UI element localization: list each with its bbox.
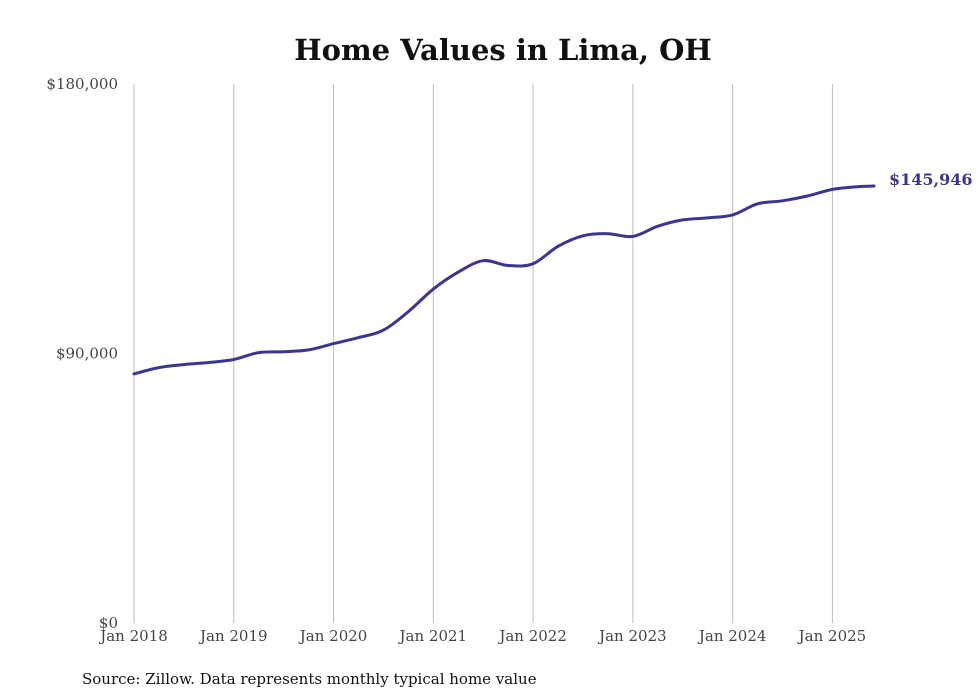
x-tick-label: Jan 2025 <box>797 627 867 645</box>
x-tick-label: Jan 2019 <box>198 627 268 645</box>
x-axis-ticks: Jan 2018 Jan 2019 Jan 2020 Jan 2021 Jan 2022… <box>98 627 866 645</box>
series-layer <box>132 184 876 376</box>
source-note: Source: Zillow. Data represents monthly … <box>82 670 537 688</box>
x-tick-label: Jan 2020 <box>298 627 368 645</box>
x-tick-label: Jan 2024 <box>697 627 767 645</box>
home-value-line <box>132 184 876 376</box>
y-tick-label: $90,000 <box>56 345 118 363</box>
x-tick-label: Jan 2021 <box>398 627 468 645</box>
end-value-label: $145,946 <box>889 170 973 189</box>
x-tick-label: Jan 2018 <box>98 627 168 645</box>
x-tick-label: Jan 2023 <box>597 627 667 645</box>
chart-title: Home Values in Lima, OH <box>294 33 712 67</box>
y-axis-ticks: $0 $90,000 $180,000 <box>46 75 118 632</box>
gridlines <box>133 84 833 623</box>
x-tick-label: Jan 2022 <box>497 627 567 645</box>
y-tick-label: $180,000 <box>46 75 118 93</box>
y-tick-label: $0 <box>99 614 118 632</box>
